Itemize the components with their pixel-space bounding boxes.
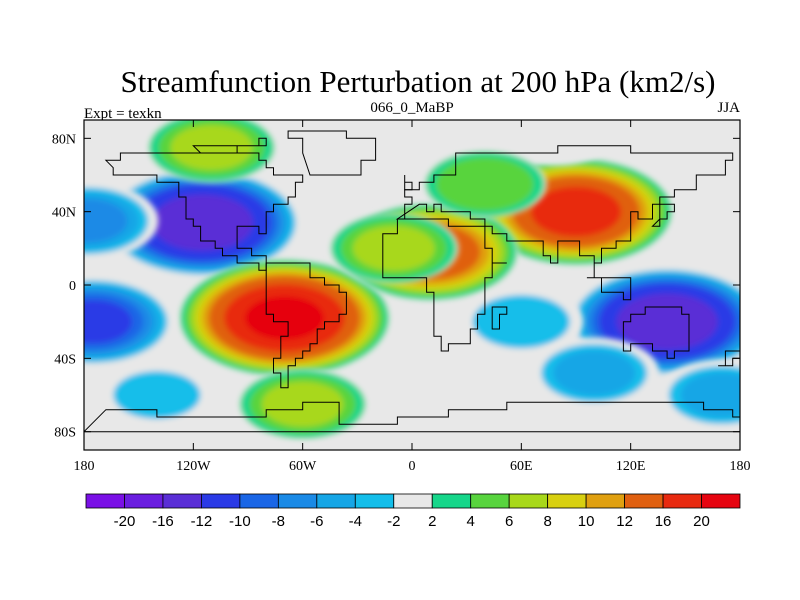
y-tick-label: 80N [52,132,76,147]
right-subtitle: JJA [717,100,740,116]
colorbar-swatch [663,494,701,508]
contour-band [505,106,611,164]
colorbar-label: -12 [191,513,213,530]
colorbar-label: -16 [152,513,174,530]
colorbar-label: -8 [272,513,285,530]
colorbar-swatch [86,494,124,508]
y-tick-label: 40S [54,352,76,367]
colorbar-label: 6 [505,513,513,530]
contour-band [353,226,435,271]
colorbar-label: 2 [428,513,436,530]
x-tick-label: 120E [616,459,646,474]
colorbar-swatch [124,494,162,508]
contour-band [54,300,132,343]
y-tick-label: 80S [54,426,76,441]
colorbar-label: 16 [655,513,672,530]
anomaly-center-1 [17,182,158,260]
map-plot-area [11,104,787,450]
colorbar-swatch [240,494,278,508]
contour-band [617,294,718,350]
colorbar-swatch [317,494,355,508]
colorbar-label: 4 [467,513,475,530]
colorbar-swatch [509,494,547,508]
colorbar-label: 8 [543,513,551,530]
y-tick-label: 40N [52,206,76,221]
contour-band [681,373,763,418]
colorbar-swatch [471,494,509,508]
colorbar-swatch [702,494,740,508]
contour-band [436,158,533,211]
colorbar-swatch [394,494,432,508]
x-tick-label: 60W [289,459,317,474]
colorbar-label: -6 [310,513,323,530]
x-tick-label: 0 [409,459,416,474]
anomaly-center-13 [657,359,787,430]
anomaly-center-10 [98,363,216,428]
contour-band [473,295,570,348]
colorbar-swatch [625,494,663,508]
x-tick-label: 120W [176,459,211,474]
colorbar-label: 20 [693,513,710,530]
streamfunction-chart: Streamfunction Perturbation at 200 hPa (… [0,0,800,600]
colorbar-swatch [278,494,316,508]
anomaly-center-14 [329,213,459,284]
center-subtitle: 066_0_MaBP [370,100,453,116]
colorbar-label: 10 [578,513,595,530]
contour-band [553,351,635,396]
contour-band [171,125,253,170]
contour-band [531,187,621,237]
colorbar-swatch [163,494,201,508]
x-tick-label: 60E [510,459,533,474]
anomaly-center-11 [147,112,277,183]
colorbar-label: -4 [349,513,362,530]
anomaly-center-9 [529,337,659,408]
colorbar-label: -20 [114,513,136,530]
colorbar-swatch [432,494,470,508]
colorbar: -20 -16 -12 -10 -8 -6 -4 -2 2 4 6 8 10 12 16 20 [86,494,740,530]
colorbar-label: 12 [616,513,633,530]
y-tick-label: 0 [69,279,76,294]
x-tick-label: 180 [74,459,95,474]
colorbar-label: -2 [387,513,400,530]
colorbar-swatch [201,494,239,508]
colorbar-swatch [548,494,586,508]
anomaly-center-3 [11,276,176,367]
contour-band [245,296,324,340]
colorbar-swatch [355,494,393,508]
contour-band [152,195,253,251]
chart-title: Streamfunction Perturbation at 200 hPa (… [121,64,716,99]
colorbar-swatch [586,494,624,508]
colorbar-label: -10 [229,513,251,530]
x-tick-label: 180 [730,459,751,474]
